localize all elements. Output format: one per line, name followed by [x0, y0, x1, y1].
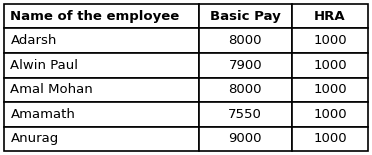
Bar — [199, 127, 292, 151]
Text: 7550: 7550 — [228, 108, 262, 121]
Bar — [199, 28, 292, 53]
Text: 1000: 1000 — [313, 132, 347, 145]
Text: 8000: 8000 — [228, 83, 262, 96]
Bar — [4, 78, 199, 102]
Text: HRA: HRA — [314, 10, 346, 23]
Text: 1000: 1000 — [313, 59, 347, 72]
Bar — [199, 53, 292, 78]
Bar — [199, 4, 292, 28]
Text: Amal Mohan: Amal Mohan — [10, 83, 93, 96]
Text: 9000: 9000 — [228, 132, 262, 145]
Bar — [4, 127, 199, 151]
Text: 7900: 7900 — [228, 59, 262, 72]
Text: 1000: 1000 — [313, 108, 347, 121]
Bar — [292, 127, 368, 151]
Bar — [292, 4, 368, 28]
Bar — [292, 28, 368, 53]
Text: Anurag: Anurag — [10, 132, 59, 145]
Bar — [292, 78, 368, 102]
Text: Amamath: Amamath — [10, 108, 75, 121]
Bar — [4, 4, 199, 28]
Text: 1000: 1000 — [313, 83, 347, 96]
Bar — [4, 53, 199, 78]
Text: 1000: 1000 — [313, 34, 347, 47]
Bar — [4, 102, 199, 127]
Bar — [199, 78, 292, 102]
Bar — [292, 102, 368, 127]
Bar — [292, 53, 368, 78]
Text: Name of the employee: Name of the employee — [10, 10, 180, 23]
Text: 8000: 8000 — [228, 34, 262, 47]
Bar — [4, 28, 199, 53]
Text: Adarsh: Adarsh — [10, 34, 57, 47]
Bar — [199, 102, 292, 127]
Text: Alwin Paul: Alwin Paul — [10, 59, 78, 72]
Text: Basic Pay: Basic Pay — [210, 10, 280, 23]
